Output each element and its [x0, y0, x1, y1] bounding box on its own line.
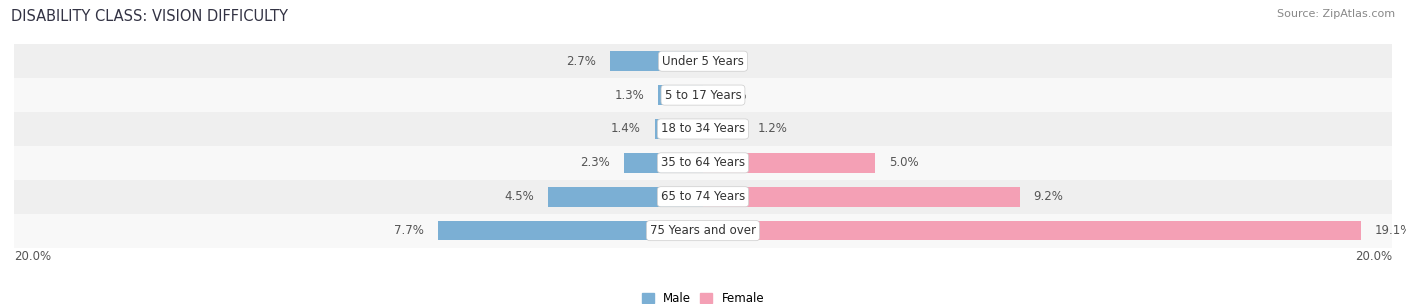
Bar	[703, 221, 1361, 240]
Bar	[703, 187, 1019, 207]
Text: 7.7%: 7.7%	[394, 224, 425, 237]
Text: 5.0%: 5.0%	[889, 156, 918, 169]
Bar	[14, 112, 1392, 146]
Text: 20.0%: 20.0%	[14, 250, 51, 263]
Bar	[655, 119, 703, 139]
Bar	[14, 146, 1392, 180]
Bar	[14, 78, 1392, 112]
Text: 35 to 64 Years: 35 to 64 Years	[661, 156, 745, 169]
Bar	[658, 85, 703, 105]
Text: Under 5 Years: Under 5 Years	[662, 55, 744, 68]
Text: 1.3%: 1.3%	[614, 88, 644, 102]
Text: 75 Years and over: 75 Years and over	[650, 224, 756, 237]
Legend: Male, Female: Male, Female	[641, 292, 765, 304]
Text: 9.2%: 9.2%	[1033, 190, 1063, 203]
Bar	[624, 153, 703, 173]
Text: Source: ZipAtlas.com: Source: ZipAtlas.com	[1277, 9, 1395, 19]
Text: 1.4%: 1.4%	[612, 123, 641, 136]
Text: 19.1%: 19.1%	[1375, 224, 1406, 237]
Text: 1.2%: 1.2%	[758, 123, 787, 136]
Bar	[610, 51, 703, 71]
Text: 5 to 17 Years: 5 to 17 Years	[665, 88, 741, 102]
Bar	[437, 221, 703, 240]
Text: 4.5%: 4.5%	[505, 190, 534, 203]
Text: 2.7%: 2.7%	[567, 55, 596, 68]
Bar	[14, 44, 1392, 78]
Text: DISABILITY CLASS: VISION DIFFICULTY: DISABILITY CLASS: VISION DIFFICULTY	[11, 9, 288, 24]
Bar	[14, 180, 1392, 214]
Text: 20.0%: 20.0%	[1355, 250, 1392, 263]
Text: 18 to 34 Years: 18 to 34 Years	[661, 123, 745, 136]
Bar	[548, 187, 703, 207]
Text: 65 to 74 Years: 65 to 74 Years	[661, 190, 745, 203]
Text: 0.0%: 0.0%	[717, 88, 747, 102]
Text: 2.3%: 2.3%	[581, 156, 610, 169]
Bar	[703, 119, 744, 139]
Text: 0.0%: 0.0%	[717, 55, 747, 68]
Bar	[14, 214, 1392, 247]
Bar	[703, 153, 875, 173]
